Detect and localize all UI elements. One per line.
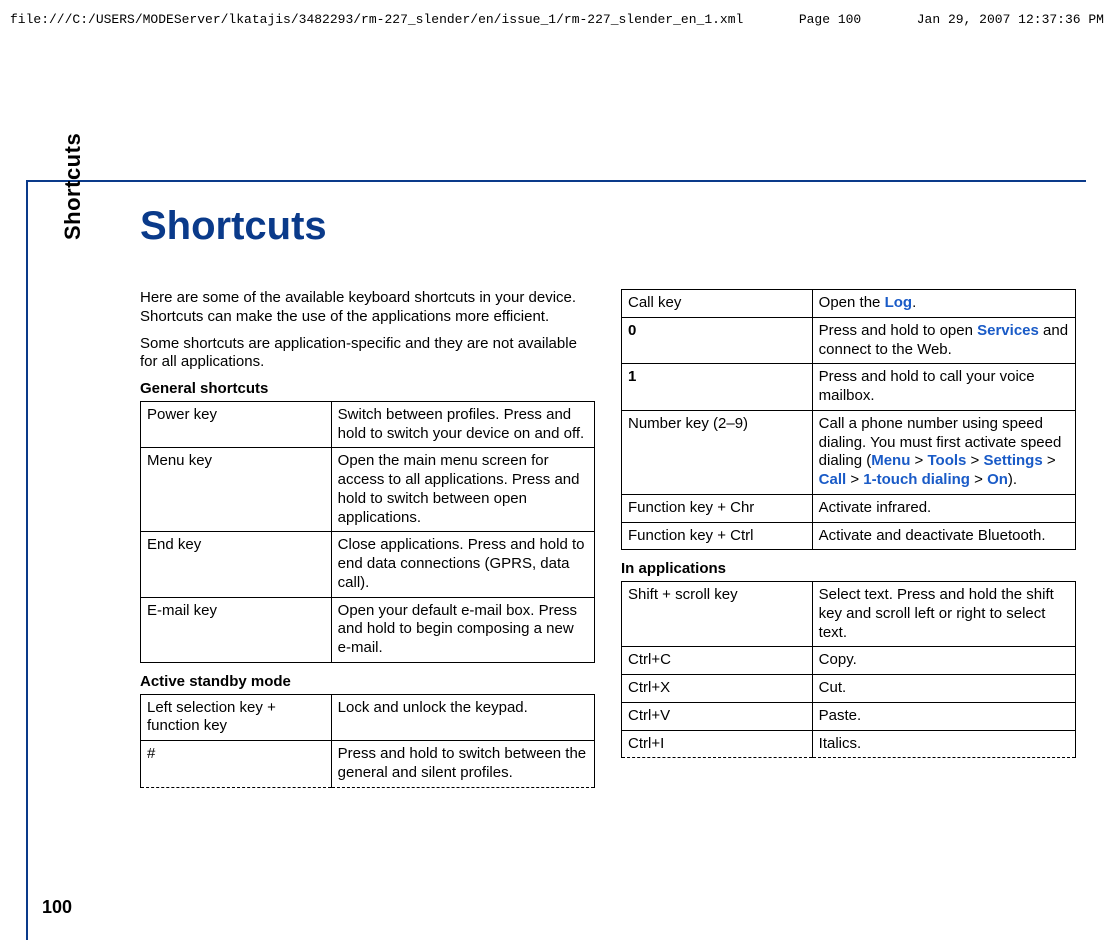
side-tab-label: Shortcuts <box>60 133 86 240</box>
shortcut-key: Left selection key + function key <box>141 694 332 741</box>
table-row: End keyClose applications. Press and hol… <box>141 532 595 597</box>
table-row: Power keySwitch between profiles. Press … <box>141 401 595 448</box>
menu-path-item: 1-touch dialing <box>863 471 970 488</box>
shortcut-description: Call a phone number using speed dialing.… <box>812 410 1075 494</box>
shortcut-key: Power key <box>141 401 332 448</box>
shortcut-key: Function key + Chr <box>622 494 813 522</box>
intro-para-2: Some shortcuts are application-specific … <box>140 335 595 373</box>
shortcut-description: Press and hold to call your voice mailbo… <box>812 364 1075 411</box>
shortcut-key: Number key (2–9) <box>622 410 813 494</box>
shortcut-description: Italics. <box>812 730 1075 758</box>
shortcut-key: # <box>141 741 332 788</box>
shortcut-description: Close applications. Press and hold to en… <box>331 532 594 597</box>
shortcut-description: Lock and unlock the keypad. <box>331 694 594 741</box>
subhead-inapps: In applications <box>621 560 1076 579</box>
menu-path-item: Call <box>819 471 847 488</box>
shortcut-description: Select text. Press and hold the shift ke… <box>812 582 1075 647</box>
shortcut-key: Menu key <box>141 448 332 532</box>
shortcut-key: Function key + Ctrl <box>622 522 813 550</box>
left-column: Here are some of the available keyboard … <box>140 289 595 798</box>
timestamp: Jan 29, 2007 12:37:36 PM <box>917 12 1104 27</box>
shortcut-description: Open your default e-mail box. Press and … <box>331 597 594 662</box>
shortcut-key: 1 <box>622 364 813 411</box>
shortcut-description: Switch between profiles. Press and hold … <box>331 401 594 448</box>
menu-path-item: On <box>987 471 1008 488</box>
shortcut-key: End key <box>141 532 332 597</box>
table-standby-mode: Left selection key + function keyLock an… <box>140 694 595 788</box>
menu-path-item: Settings <box>983 452 1042 469</box>
link-text: Log <box>885 294 913 311</box>
table-row: Left selection key + function keyLock an… <box>141 694 595 741</box>
shortcut-key: Call key <box>622 290 813 318</box>
table-row: Function key + CtrlActivate and deactiva… <box>622 522 1076 550</box>
table-row: Ctrl+VPaste. <box>622 702 1076 730</box>
shortcut-key: E-mail key <box>141 597 332 662</box>
table-row: Shift + scroll keySelect text. Press and… <box>622 582 1076 647</box>
shortcut-description: Press and hold to switch between the gen… <box>331 741 594 788</box>
table-row: Ctrl+CCopy. <box>622 647 1076 675</box>
table-row: Ctrl+XCut. <box>622 675 1076 703</box>
shortcut-key: Ctrl+V <box>622 702 813 730</box>
table-row: E-mail keyOpen your default e-mail box. … <box>141 597 595 662</box>
menu-path-item: Menu <box>871 452 910 469</box>
table-general-shortcuts: Power keySwitch between profiles. Press … <box>140 401 595 663</box>
table-row: Call keyOpen the Log. <box>622 290 1076 318</box>
subhead-general: General shortcuts <box>140 380 595 399</box>
table-in-applications: Shift + scroll keySelect text. Press and… <box>621 581 1076 758</box>
table-row: Menu keyOpen the main menu screen for ac… <box>141 448 595 532</box>
shortcut-description: Press and hold to open Services and conn… <box>812 317 1075 364</box>
print-header: file:///C:/USERS/MODEServer/lkatajis/348… <box>0 0 1114 31</box>
intro-para-1: Here are some of the available keyboard … <box>140 289 595 327</box>
table-row: Number key (2–9)Call a phone number usin… <box>622 410 1076 494</box>
table-row: 0Press and hold to open Services and con… <box>622 317 1076 364</box>
table-row: 1Press and hold to call your voice mailb… <box>622 364 1076 411</box>
subhead-standby: Active standby mode <box>140 673 595 692</box>
page-content: Shortcuts Here are some of the available… <box>140 204 1080 798</box>
link-text: Services <box>977 322 1039 339</box>
shortcut-description: Activate infrared. <box>812 494 1075 522</box>
file-path: file:///C:/USERS/MODEServer/lkatajis/348… <box>10 12 743 27</box>
shortcut-key: 0 <box>622 317 813 364</box>
shortcut-description: Activate and deactivate Bluetooth. <box>812 522 1075 550</box>
shortcut-description: Paste. <box>812 702 1075 730</box>
shortcut-key: Ctrl+X <box>622 675 813 703</box>
table-standby-continued: Call keyOpen the Log.0Press and hold to … <box>621 289 1076 550</box>
right-column: Call keyOpen the Log.0Press and hold to … <box>621 289 1076 798</box>
table-row: #Press and hold to switch between the ge… <box>141 741 595 788</box>
page-number: 100 <box>42 897 72 918</box>
shortcut-key: Ctrl+I <box>622 730 813 758</box>
table-row: Function key + ChrActivate infrared. <box>622 494 1076 522</box>
shortcut-description: Open the Log. <box>812 290 1075 318</box>
page-title: Shortcuts <box>140 204 1080 249</box>
table-row: Ctrl+IItalics. <box>622 730 1076 758</box>
shortcut-description: Copy. <box>812 647 1075 675</box>
shortcut-key: Ctrl+C <box>622 647 813 675</box>
page-indicator: Page 100 <box>799 12 861 27</box>
shortcut-description: Cut. <box>812 675 1075 703</box>
shortcut-description: Open the main menu screen for access to … <box>331 448 594 532</box>
menu-path-item: Tools <box>927 452 966 469</box>
intro-text: Here are some of the available keyboard … <box>140 289 595 372</box>
shortcut-key: Shift + scroll key <box>622 582 813 647</box>
